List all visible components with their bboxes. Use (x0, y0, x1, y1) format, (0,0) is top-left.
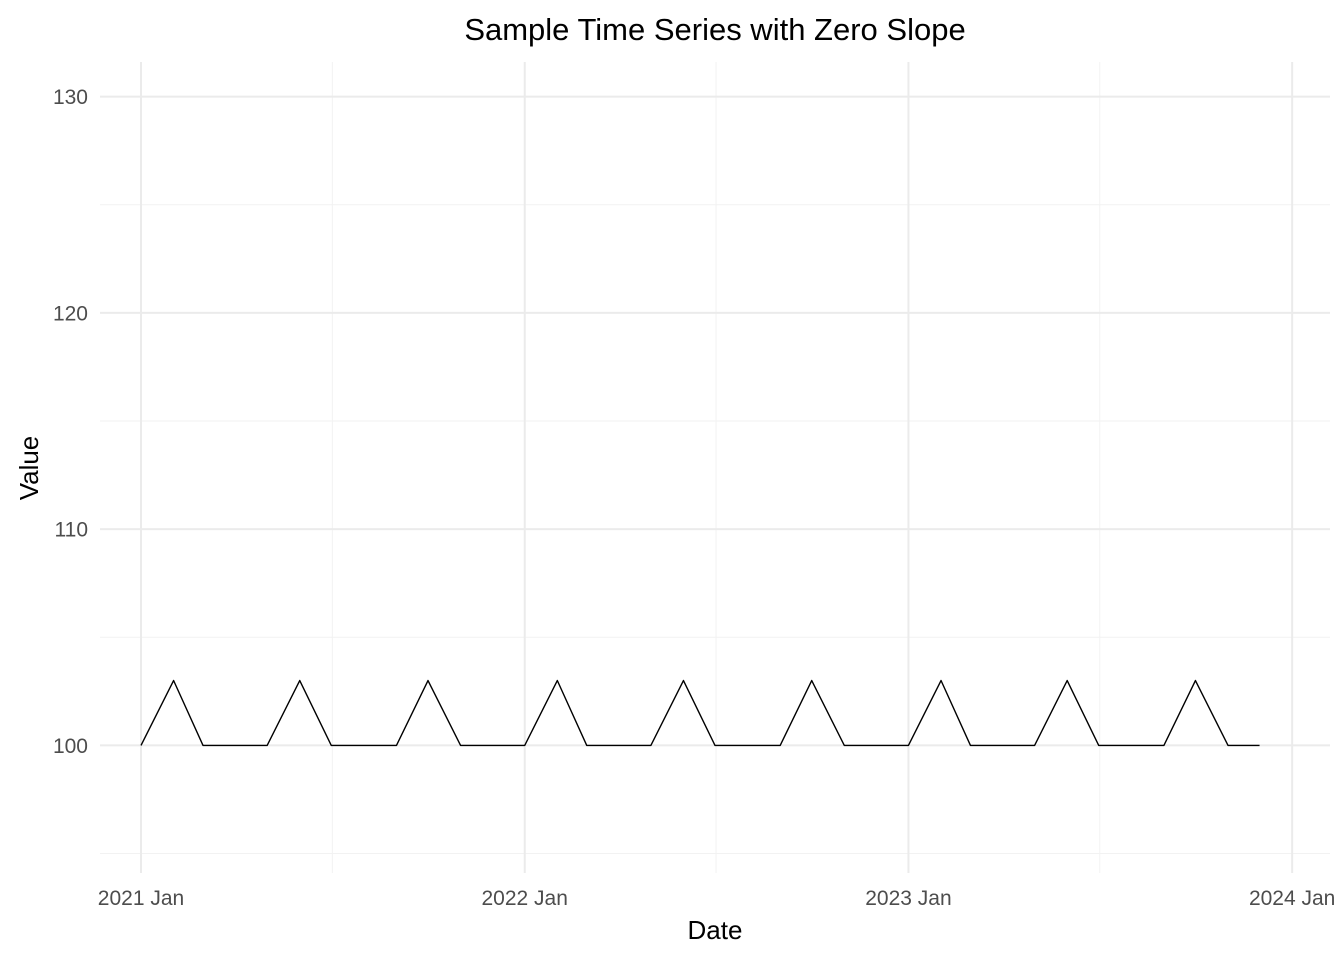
y-axis-title: Value (14, 436, 44, 501)
x-tick-label: 2024 Jan (1249, 887, 1335, 910)
y-tick-label: 130 (53, 86, 88, 109)
x-axis-title: Date (688, 915, 743, 945)
y-tick-label: 120 (53, 302, 88, 325)
y-tick-label: 100 (53, 735, 88, 758)
y-tick-label: 110 (55, 519, 88, 542)
x-tick-label: 2022 Jan (482, 887, 568, 910)
series-line (140, 679, 1260, 747)
minor-gridlines-y (100, 204, 1330, 855)
major-gridlines-x (140, 62, 1294, 873)
series-layer (140, 679, 1260, 747)
minor-gridlines-x (331, 62, 1101, 873)
chart-title: Sample Time Series with Zero Slope (464, 12, 965, 47)
x-tick-label: 2023 Jan (865, 887, 951, 910)
y-axis-tick-labels: 100 110 120 130 (53, 86, 88, 758)
x-tick-label: 2021 Jan (98, 887, 184, 910)
x-axis-tick-labels: 2021 Jan 2022 Jan 2023 Jan 2024 Jan (98, 887, 1336, 910)
